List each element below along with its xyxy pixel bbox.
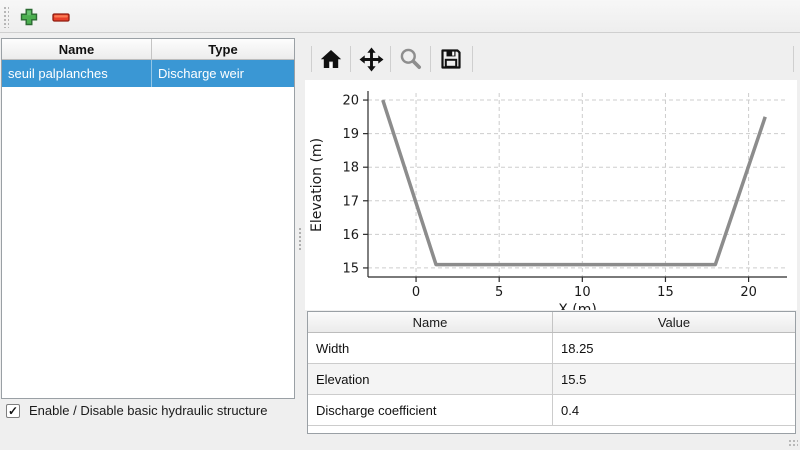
svg-text:Elevation (m): Elevation (m): [309, 138, 325, 232]
zoom-rect-button[interactable]: [396, 44, 426, 74]
param-value[interactable]: 18.25: [561, 340, 594, 356]
svg-text:15: 15: [342, 261, 359, 276]
table-row[interactable]: Width 18.25: [308, 333, 795, 364]
table-row[interactable]: Elevation 15.5: [308, 364, 795, 395]
toolbar-separator: [350, 46, 351, 72]
panel-splitter-handle[interactable]: [298, 227, 303, 251]
toolbar-separator: [430, 46, 431, 72]
param-value[interactable]: 15.5: [561, 371, 587, 387]
column-header-type[interactable]: Type: [208, 41, 238, 57]
toolbar-separator: [311, 46, 312, 72]
elevation-profile-chart: 15 16 17 18 19 20 0 5 10 15 20 X (m) Elevation (m): [309, 91, 787, 310]
table-row-selected[interactable]: seuil palplanches Discharge weir: [2, 60, 294, 87]
structure-name-cell[interactable]: seuil palplanches: [2, 60, 152, 87]
structures-table: Name Type seuil palplanches Discharge we…: [1, 38, 295, 399]
toolbar-separator: [793, 46, 794, 72]
plot-navigation-toolbar: [305, 38, 799, 80]
save-icon: [436, 47, 466, 71]
svg-text:5: 5: [495, 285, 503, 300]
toolbar-separator: [390, 46, 391, 72]
svg-text:0: 0: [412, 285, 420, 300]
svg-text:19: 19: [342, 127, 359, 142]
structures-toolbar: [0, 0, 800, 33]
param-name: Elevation: [308, 364, 553, 394]
svg-text:16: 16: [342, 228, 359, 243]
param-column-header-name[interactable]: Name: [308, 312, 553, 332]
param-name: Width: [308, 333, 553, 363]
window-resize-grip[interactable]: [788, 439, 798, 448]
enable-structure-checkbox-label: Enable / Disable basic hydraulic structu…: [29, 403, 268, 418]
cross-section-plot[interactable]: 15 16 17 18 19 20 0 5 10 15 20 X (m) Elevation (m): [305, 80, 797, 310]
enable-structure-checkbox[interactable]: ✓: [6, 403, 20, 418]
svg-text:X (m): X (m): [558, 302, 597, 310]
zoom-icon: [396, 47, 426, 71]
home-icon: [316, 47, 346, 71]
home-view-button[interactable]: [316, 44, 346, 74]
table-row[interactable]: Discharge coefficient 0.4: [308, 395, 795, 426]
remove-structure-button[interactable]: [48, 5, 74, 29]
param-column-header-value[interactable]: Value: [657, 314, 691, 330]
parameters-table: Name Value Width 18.25 Elevation 15.5 Di…: [307, 311, 796, 434]
svg-text:20: 20: [740, 285, 757, 300]
svg-text:20: 20: [342, 94, 359, 109]
minus-icon: [48, 8, 74, 26]
column-header-name[interactable]: Name: [2, 39, 152, 59]
svg-text:17: 17: [342, 194, 359, 209]
pan-icon: [356, 47, 386, 72]
structures-table-header: Name Type: [2, 39, 294, 60]
save-figure-button[interactable]: [436, 44, 466, 74]
svg-text:15: 15: [657, 285, 674, 300]
parameters-table-header: Name Value: [308, 312, 795, 333]
enable-structure-checkbox-row: ✓ Enable / Disable basic hydraulic struc…: [6, 403, 267, 418]
add-structure-button[interactable]: [16, 5, 42, 29]
structure-type-cell[interactable]: Discharge weir: [158, 66, 244, 81]
svg-text:10: 10: [574, 285, 591, 300]
pan-button[interactable]: [356, 44, 386, 74]
toolbar-separator: [472, 46, 473, 72]
plus-icon: [16, 8, 42, 26]
param-name: Discharge coefficient: [308, 395, 553, 425]
toolbar-drag-handle[interactable]: [3, 6, 9, 28]
svg-text:18: 18: [342, 161, 359, 176]
param-value[interactable]: 0.4: [561, 402, 580, 418]
